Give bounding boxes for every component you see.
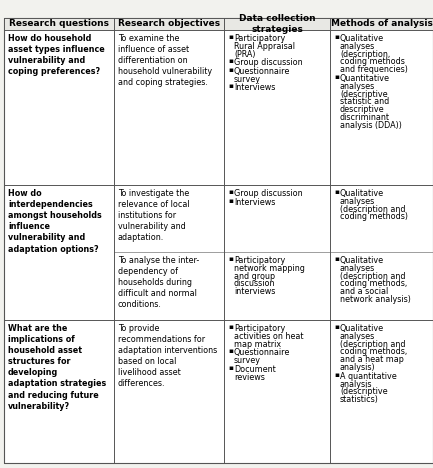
Text: discussion: discussion — [234, 279, 275, 288]
Text: analyses: analyses — [340, 42, 375, 51]
Text: (descriptive: (descriptive — [340, 89, 388, 99]
Text: ▪: ▪ — [334, 189, 339, 195]
Text: ▪: ▪ — [228, 34, 233, 40]
Text: Research objectives: Research objectives — [118, 20, 220, 29]
Text: descriptive: descriptive — [340, 105, 385, 114]
Text: To examine the
influence of asset
differentiation on
household vulnerability
and: To examine the influence of asset differ… — [118, 34, 212, 88]
Text: ▪: ▪ — [334, 324, 339, 330]
Text: analyses: analyses — [340, 197, 375, 206]
Text: ▪: ▪ — [228, 256, 233, 262]
Text: and a social: and a social — [340, 287, 388, 296]
Text: (description and: (description and — [340, 340, 405, 349]
Text: Methods of analysis: Methods of analysis — [330, 20, 433, 29]
Text: ▪: ▪ — [228, 189, 233, 195]
Text: ▪: ▪ — [334, 74, 339, 80]
Text: How do household
asset types influence
vulnerability and
coping preferences?: How do household asset types influence v… — [8, 34, 105, 76]
Text: network mapping: network mapping — [234, 264, 305, 273]
Text: ▪: ▪ — [228, 83, 233, 89]
Text: coding methods,: coding methods, — [340, 347, 407, 357]
Text: (description and: (description and — [340, 205, 405, 214]
Text: Data collection
strategies: Data collection strategies — [239, 15, 315, 34]
Text: ▪: ▪ — [334, 372, 339, 378]
Text: (description and: (description and — [340, 271, 405, 281]
Text: coding methods): coding methods) — [340, 212, 408, 221]
Text: Participatory: Participatory — [234, 256, 285, 265]
Text: survey: survey — [234, 75, 261, 84]
Text: ▪: ▪ — [334, 34, 339, 40]
Text: analyses: analyses — [340, 264, 375, 273]
Text: Questionnaire: Questionnaire — [234, 348, 291, 357]
Text: Group discussion: Group discussion — [234, 58, 303, 67]
Text: reviews: reviews — [234, 373, 265, 381]
Text: and frequencies): and frequencies) — [340, 66, 408, 74]
Text: interviews: interviews — [234, 287, 275, 296]
Text: Rural Appraisal: Rural Appraisal — [234, 42, 295, 51]
Text: (PRA): (PRA) — [234, 50, 255, 58]
Text: analysis): analysis) — [340, 363, 375, 372]
Text: What are the
implications of
household asset
structures for
developing
adaptatio: What are the implications of household a… — [8, 324, 106, 411]
Text: ▪: ▪ — [228, 197, 233, 204]
Text: analyses: analyses — [340, 82, 375, 91]
Text: To investigate the
relevance of local
institutions for
vulnerability and
adaptat: To investigate the relevance of local in… — [118, 189, 190, 242]
Text: A quantitative: A quantitative — [340, 372, 397, 381]
Text: How do
interdependencies
amongst households
influence
vulnerability and
adaptati: How do interdependencies amongst househo… — [8, 189, 102, 254]
Text: Qualitative: Qualitative — [340, 324, 384, 333]
Text: activities on heat: activities on heat — [234, 332, 304, 341]
Text: Research questions: Research questions — [9, 20, 109, 29]
Text: statistics): statistics) — [340, 395, 379, 404]
Text: analyses: analyses — [340, 332, 375, 341]
Text: (description,: (description, — [340, 50, 390, 58]
Text: Qualitative: Qualitative — [340, 189, 384, 198]
Text: statistic and: statistic and — [340, 97, 389, 106]
Text: Quantitative: Quantitative — [340, 74, 390, 83]
Text: coding methods,: coding methods, — [340, 279, 407, 288]
Text: Document: Document — [234, 365, 276, 374]
Text: discriminant: discriminant — [340, 113, 390, 122]
Text: and a heat map: and a heat map — [340, 355, 404, 364]
Text: Questionnaire: Questionnaire — [234, 67, 291, 76]
Text: Interviews: Interviews — [234, 83, 275, 92]
Text: ▪: ▪ — [334, 256, 339, 262]
Text: Group discussion: Group discussion — [234, 189, 303, 198]
Text: To analyse the inter-
dependency of
households during
difficult and normal
condi: To analyse the inter- dependency of hous… — [118, 256, 199, 309]
Text: analysis: analysis — [340, 380, 372, 388]
Text: ▪: ▪ — [228, 324, 233, 330]
Text: ▪: ▪ — [228, 58, 233, 64]
Text: map matrix: map matrix — [234, 340, 281, 349]
Text: ▪: ▪ — [228, 365, 233, 371]
Text: Qualitative: Qualitative — [340, 34, 384, 43]
Text: Participatory: Participatory — [234, 324, 285, 333]
Text: Qualitative: Qualitative — [340, 256, 384, 265]
Text: ▪: ▪ — [228, 67, 233, 73]
Text: analysis (DDA)): analysis (DDA)) — [340, 121, 402, 130]
Text: To provide
recommendations for
adaptation interventions
based on local
livelihoo: To provide recommendations for adaptatio… — [118, 324, 217, 388]
Text: survey: survey — [234, 356, 261, 365]
Text: and group: and group — [234, 271, 275, 281]
Text: Participatory: Participatory — [234, 34, 285, 43]
Text: coding methods: coding methods — [340, 58, 405, 66]
Text: Interviews: Interviews — [234, 197, 275, 206]
Text: ▪: ▪ — [228, 348, 233, 354]
Text: (descriptive: (descriptive — [340, 388, 388, 396]
Text: network analysis): network analysis) — [340, 295, 411, 304]
Bar — [4, 18, 433, 30]
